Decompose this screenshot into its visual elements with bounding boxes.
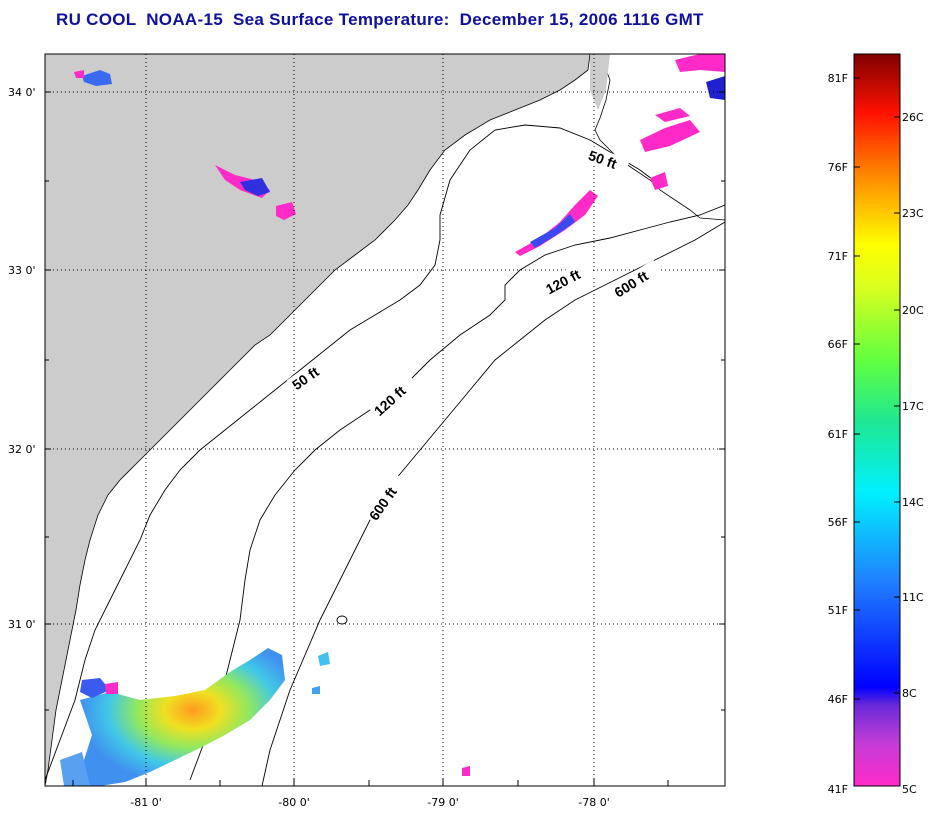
lat-label-33: 33 0' xyxy=(8,264,36,277)
graticule xyxy=(45,54,725,786)
colorbar-f-61: 61F xyxy=(828,428,848,441)
lat-label-34: 34 0' xyxy=(8,86,36,99)
colorbar-f-81: 81F xyxy=(828,72,848,85)
colorbar-c-26: 26C xyxy=(902,111,924,124)
contour-600ft-line xyxy=(261,221,725,786)
colorbar-c-20: 20C xyxy=(902,304,924,317)
lat-label-32: 32 0' xyxy=(8,443,36,456)
map-panel[interactable]: 34 0' 33 0' 32 0' 31 0' -81 0' -80 0' -7… xyxy=(8,53,726,809)
sst-data-patches xyxy=(60,54,725,786)
colorbar-c-17: 17C xyxy=(902,400,924,413)
contour-50ft-line xyxy=(45,124,661,781)
colorbar-gradient xyxy=(853,53,901,787)
colorbar-f-71: 71F xyxy=(828,250,848,263)
lon-label-78: -78 0' xyxy=(578,796,610,809)
colorbar-f-51: 51F xyxy=(828,604,848,617)
contour-labels: 50 ft 120 ft 600 ft 50 ft 120 ft 600 ft xyxy=(286,145,663,526)
colorbar-c-8: 8C xyxy=(902,687,917,700)
lon-label-81: -81 0' xyxy=(130,796,162,809)
colorbar: 81F 76F 71F 66F 61F 56F 51F 46F 41F 26C … xyxy=(828,53,924,796)
lat-label-31: 31 0' xyxy=(8,618,36,631)
colorbar-c-23: 23C xyxy=(902,207,924,220)
lon-label-80: -80 0' xyxy=(278,796,310,809)
colorbar-c-11: 11C xyxy=(902,591,924,604)
colorbar-f-46: 46F xyxy=(828,693,848,706)
colorbar-f-66: 66F xyxy=(828,338,848,351)
colorbar-f-41: 41F xyxy=(828,783,848,796)
lon-label-79: -79 0' xyxy=(427,796,459,809)
colorbar-c-14: 14C xyxy=(902,496,924,509)
land-mass xyxy=(45,54,591,786)
map-title: RU COOL NOAA-15 Sea Surface Temperature:… xyxy=(56,10,704,29)
map-frame xyxy=(44,53,726,787)
axis-ticks xyxy=(45,91,725,786)
colorbar-c-5: 5C xyxy=(902,783,917,796)
colorbar-f-56: 56F xyxy=(828,516,848,529)
colorbar-f-76: 76F xyxy=(828,161,848,174)
